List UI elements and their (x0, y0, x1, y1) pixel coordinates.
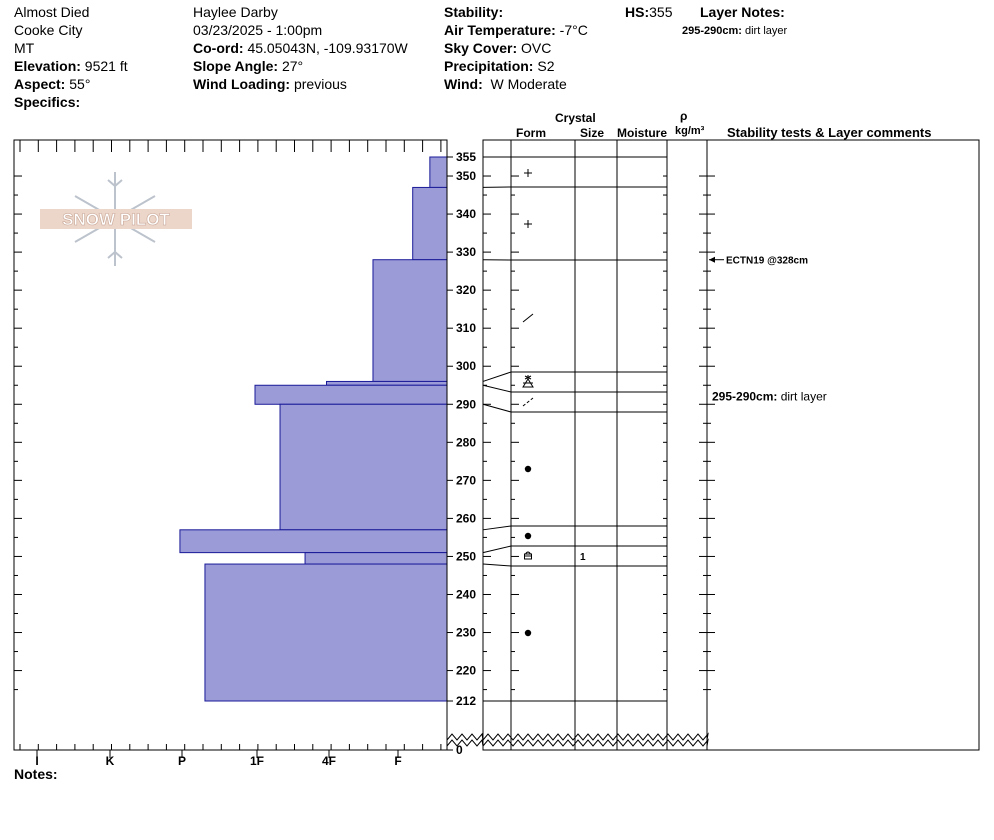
depth-tick-label: 270 (456, 473, 476, 487)
depth-tick-label: 280 (456, 435, 476, 449)
logo-banner (40, 209, 192, 229)
depth-tick-label: 0 (456, 743, 463, 757)
grain-table-frame (482, 139, 980, 751)
depth-tick-label: 290 (456, 397, 476, 411)
depth-tick-label: 350 (456, 169, 476, 183)
depth-tick-label: 300 (456, 359, 476, 373)
location-name: Almost Died (14, 4, 90, 20)
hardness-plot-frame (13, 139, 448, 751)
axis-break-gap (447, 735, 483, 747)
hardness-category-label: P (178, 754, 186, 768)
arrow-head-icon (709, 256, 715, 263)
hardness-bar (179, 529, 448, 554)
depth-tick-label: 260 (456, 511, 476, 525)
hardness-bar (304, 552, 448, 565)
hardness-bar (279, 403, 448, 531)
observer-name: Haylee Darby (193, 4, 278, 20)
axis-break-gap (483, 735, 707, 747)
hardness-bar (204, 563, 448, 702)
wind-loading-row: Wind Loading: previous (193, 76, 347, 92)
grain-row-connector (482, 563, 512, 567)
slope-row: Slope Angle: 27° (193, 58, 304, 74)
grain-form-plus-icon (524, 220, 532, 228)
grain-row-connector (482, 384, 512, 393)
hardness-bar (429, 156, 448, 188)
depth-tick-label: 220 (456, 664, 476, 678)
header-col-3: Stability: Air Temperature: -7°C Sky Cov… (444, 3, 588, 93)
grain-form-dot-icon (524, 465, 532, 473)
grain-form-box-icon (524, 551, 532, 560)
grain-row-connector (482, 403, 512, 413)
axis-break-zigzag (446, 732, 484, 741)
crystal-heading: Crystal (555, 111, 596, 125)
logo-text: SNOW PILOT (62, 210, 170, 229)
grain-size-label: 1 (580, 552, 586, 563)
axis-break-zigzag (446, 738, 484, 747)
hardness-category-label: F (394, 754, 401, 768)
grain-form-plus-icon (524, 169, 532, 177)
precip-row: Precipitation: S2 (444, 58, 555, 74)
depth-tick-label: 330 (456, 245, 476, 259)
aspect-row: Aspect: 55° (14, 76, 91, 92)
hs-row: HS:355 (625, 4, 673, 20)
size-heading: Size (580, 126, 605, 140)
layer-note-entry: 295-290cm: dirt layer (682, 25, 788, 37)
depth-tick-label: 340 (456, 207, 476, 221)
depth-tick-label: 230 (456, 626, 476, 640)
observation-datetime: 03/23/2025 - 1:00pm (193, 22, 323, 38)
axis-break-zigzag (482, 732, 709, 741)
state-name: MT (14, 40, 35, 56)
grain-row-connector (482, 371, 512, 382)
depth-tick-label: 310 (456, 321, 476, 335)
layer-notes-heading: Layer Notes: (700, 4, 785, 20)
layer-comment-depth: 295-290cm: (712, 390, 781, 404)
layer-comment-text: dirt layer (781, 390, 827, 404)
header-col-1: Almost Died Cooke City MT Elevation: 952… (14, 3, 128, 111)
sky-cover-row: Sky Cover: OVC (444, 40, 552, 56)
grain-form-dot-icon (524, 532, 532, 540)
hardness-bar (326, 380, 448, 386)
density-unit-heading: kg/m³ (675, 125, 705, 137)
rho-heading: ρ (680, 109, 688, 123)
hardness-bar (372, 259, 448, 382)
layer-comment: 295-290cm: dirt layer (712, 390, 827, 404)
range-name: Cooke City (14, 22, 83, 38)
grain-row-connector (482, 525, 512, 531)
depth-tick-label: 320 (456, 283, 476, 297)
hardness-bar (412, 186, 448, 261)
hardness-category-label: K (106, 754, 115, 768)
hardness-category-label: I (35, 754, 38, 768)
hardness-bar (254, 384, 448, 405)
notes-row: Notes: (14, 766, 58, 782)
axis-break-zigzag (482, 738, 709, 747)
form-heading: Form (516, 126, 546, 140)
elevation-row: Elevation: 9521 ft (14, 58, 128, 74)
header-col-2: Haylee Darby 03/23/2025 - 1:00pm Co-ord:… (193, 3, 408, 93)
depth-tick-label: 212 (456, 694, 476, 708)
depth-tick-label: 240 (456, 587, 476, 601)
stability-heading: Stability tests & Layer comments (727, 125, 932, 140)
hardness-category-label: 4F (322, 754, 336, 768)
grain-form-dashslash-icon (522, 397, 534, 407)
coord-row: Co-ord: 45.05043N, -109.93170W (193, 40, 408, 56)
grain-form-slash-icon (522, 313, 534, 323)
stability-row: Stability: (444, 4, 504, 20)
specifics-row: Specifics: (14, 94, 81, 110)
air-temp-row: Air Temperature: -7°C (444, 22, 588, 38)
stability-test-label: ECTN19 @328cm (726, 256, 808, 267)
snowpilot-logo: SNOW PILOT (40, 172, 192, 266)
grain-form-mixed-icon (522, 375, 534, 388)
grain-form-dot-icon (524, 629, 532, 637)
depth-tick-label: 355 (456, 150, 476, 164)
wind-row: Wind: W Moderate (444, 76, 567, 92)
grain-row-connector (482, 545, 512, 554)
moisture-heading: Moisture (617, 126, 668, 140)
depth-tick-label: 250 (456, 549, 476, 563)
hardness-category-label: 1F (250, 754, 264, 768)
